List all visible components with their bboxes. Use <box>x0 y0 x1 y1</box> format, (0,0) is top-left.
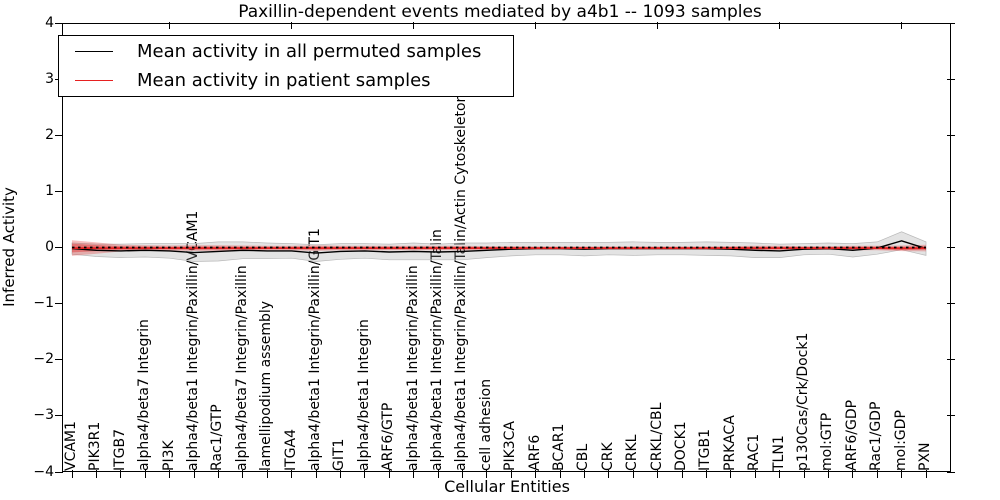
tick-mark <box>315 470 317 478</box>
patient-line-sample <box>75 80 113 82</box>
tick-mark <box>657 22 659 29</box>
tick-mark <box>827 470 829 478</box>
tick-mark <box>947 134 955 136</box>
x-axis-title: Cellular Entities <box>444 477 570 496</box>
tick-mark <box>852 470 854 478</box>
tick-mark <box>193 470 195 478</box>
tick-mark <box>55 359 63 361</box>
tick-mark <box>803 470 805 478</box>
tick-mark <box>169 470 171 478</box>
y-tick-label: 2 <box>45 126 54 143</box>
tick-mark <box>947 22 955 24</box>
tick-mark <box>120 470 122 478</box>
chart-title: Paxillin-dependent events mediated by a4… <box>238 2 762 22</box>
tick-mark <box>901 470 903 478</box>
legend: Mean activity in all permuted samples Me… <box>58 35 514 97</box>
tick-mark <box>413 22 415 29</box>
permuted-line-sample <box>75 50 113 52</box>
tick-mark <box>876 470 878 478</box>
tick-mark <box>608 470 610 478</box>
legend-label-patient: Mean activity in patient samples <box>137 70 431 92</box>
tick-mark <box>55 471 63 473</box>
tick-mark <box>947 190 955 192</box>
tick-mark <box>55 22 63 24</box>
tick-mark <box>217 470 219 478</box>
tick-mark <box>657 470 659 478</box>
tick-mark <box>266 470 268 478</box>
y-tick-label: 0 <box>45 239 54 255</box>
tick-mark <box>71 470 73 478</box>
tick-mark <box>55 190 63 192</box>
tick-mark <box>55 303 63 305</box>
tick-mark <box>947 247 955 248</box>
tick-mark <box>413 470 415 478</box>
tick-mark <box>461 470 463 478</box>
tick-mark <box>583 470 585 478</box>
legend-item-patient: Mean activity in patient samples <box>59 67 513 95</box>
tick-mark <box>388 470 390 478</box>
tick-mark <box>681 470 683 478</box>
tick-mark <box>632 470 634 478</box>
tick-mark <box>779 470 781 478</box>
tick-mark <box>291 470 293 478</box>
tick-mark <box>947 415 955 417</box>
tick-mark <box>95 470 97 478</box>
legend-item-permuted: Mean activity in all permuted samples <box>59 37 513 65</box>
tick-mark <box>559 470 561 478</box>
y-axis-title: Inferred Activity <box>0 187 18 307</box>
y-tick-label: −2 <box>33 351 54 368</box>
tick-mark <box>535 470 537 478</box>
tick-mark <box>779 22 781 29</box>
tick-mark <box>55 247 63 248</box>
tick-mark <box>947 78 955 80</box>
y-tick-label: −1 <box>33 295 54 312</box>
y-tick-label: −4 <box>33 463 54 480</box>
tick-mark <box>901 22 903 29</box>
y-tick-label: 4 <box>45 14 54 31</box>
tick-mark <box>242 470 244 478</box>
legend-label-permuted: Mean activity in all permuted samples <box>137 40 482 62</box>
tick-mark <box>291 22 293 29</box>
tick-mark <box>947 303 955 305</box>
y-tick-label: 3 <box>45 70 54 87</box>
tick-mark <box>754 470 756 478</box>
tick-mark <box>947 471 955 473</box>
tick-mark <box>535 22 537 29</box>
y-tick-label: −3 <box>33 407 54 424</box>
tick-mark <box>486 470 488 478</box>
tick-mark <box>169 22 171 29</box>
permuted-mean-line <box>71 240 927 254</box>
tick-mark <box>339 470 341 478</box>
tick-mark <box>55 415 63 417</box>
tick-mark <box>925 470 927 478</box>
y-tick-label: 1 <box>45 182 54 199</box>
tick-mark <box>55 134 63 136</box>
tick-mark <box>947 359 955 361</box>
tick-mark <box>510 470 512 478</box>
tick-mark <box>705 470 707 478</box>
plot-svg <box>71 231 927 262</box>
tick-mark <box>364 470 366 478</box>
tick-mark <box>437 470 439 478</box>
tick-mark <box>730 470 732 478</box>
tick-mark <box>144 470 146 478</box>
